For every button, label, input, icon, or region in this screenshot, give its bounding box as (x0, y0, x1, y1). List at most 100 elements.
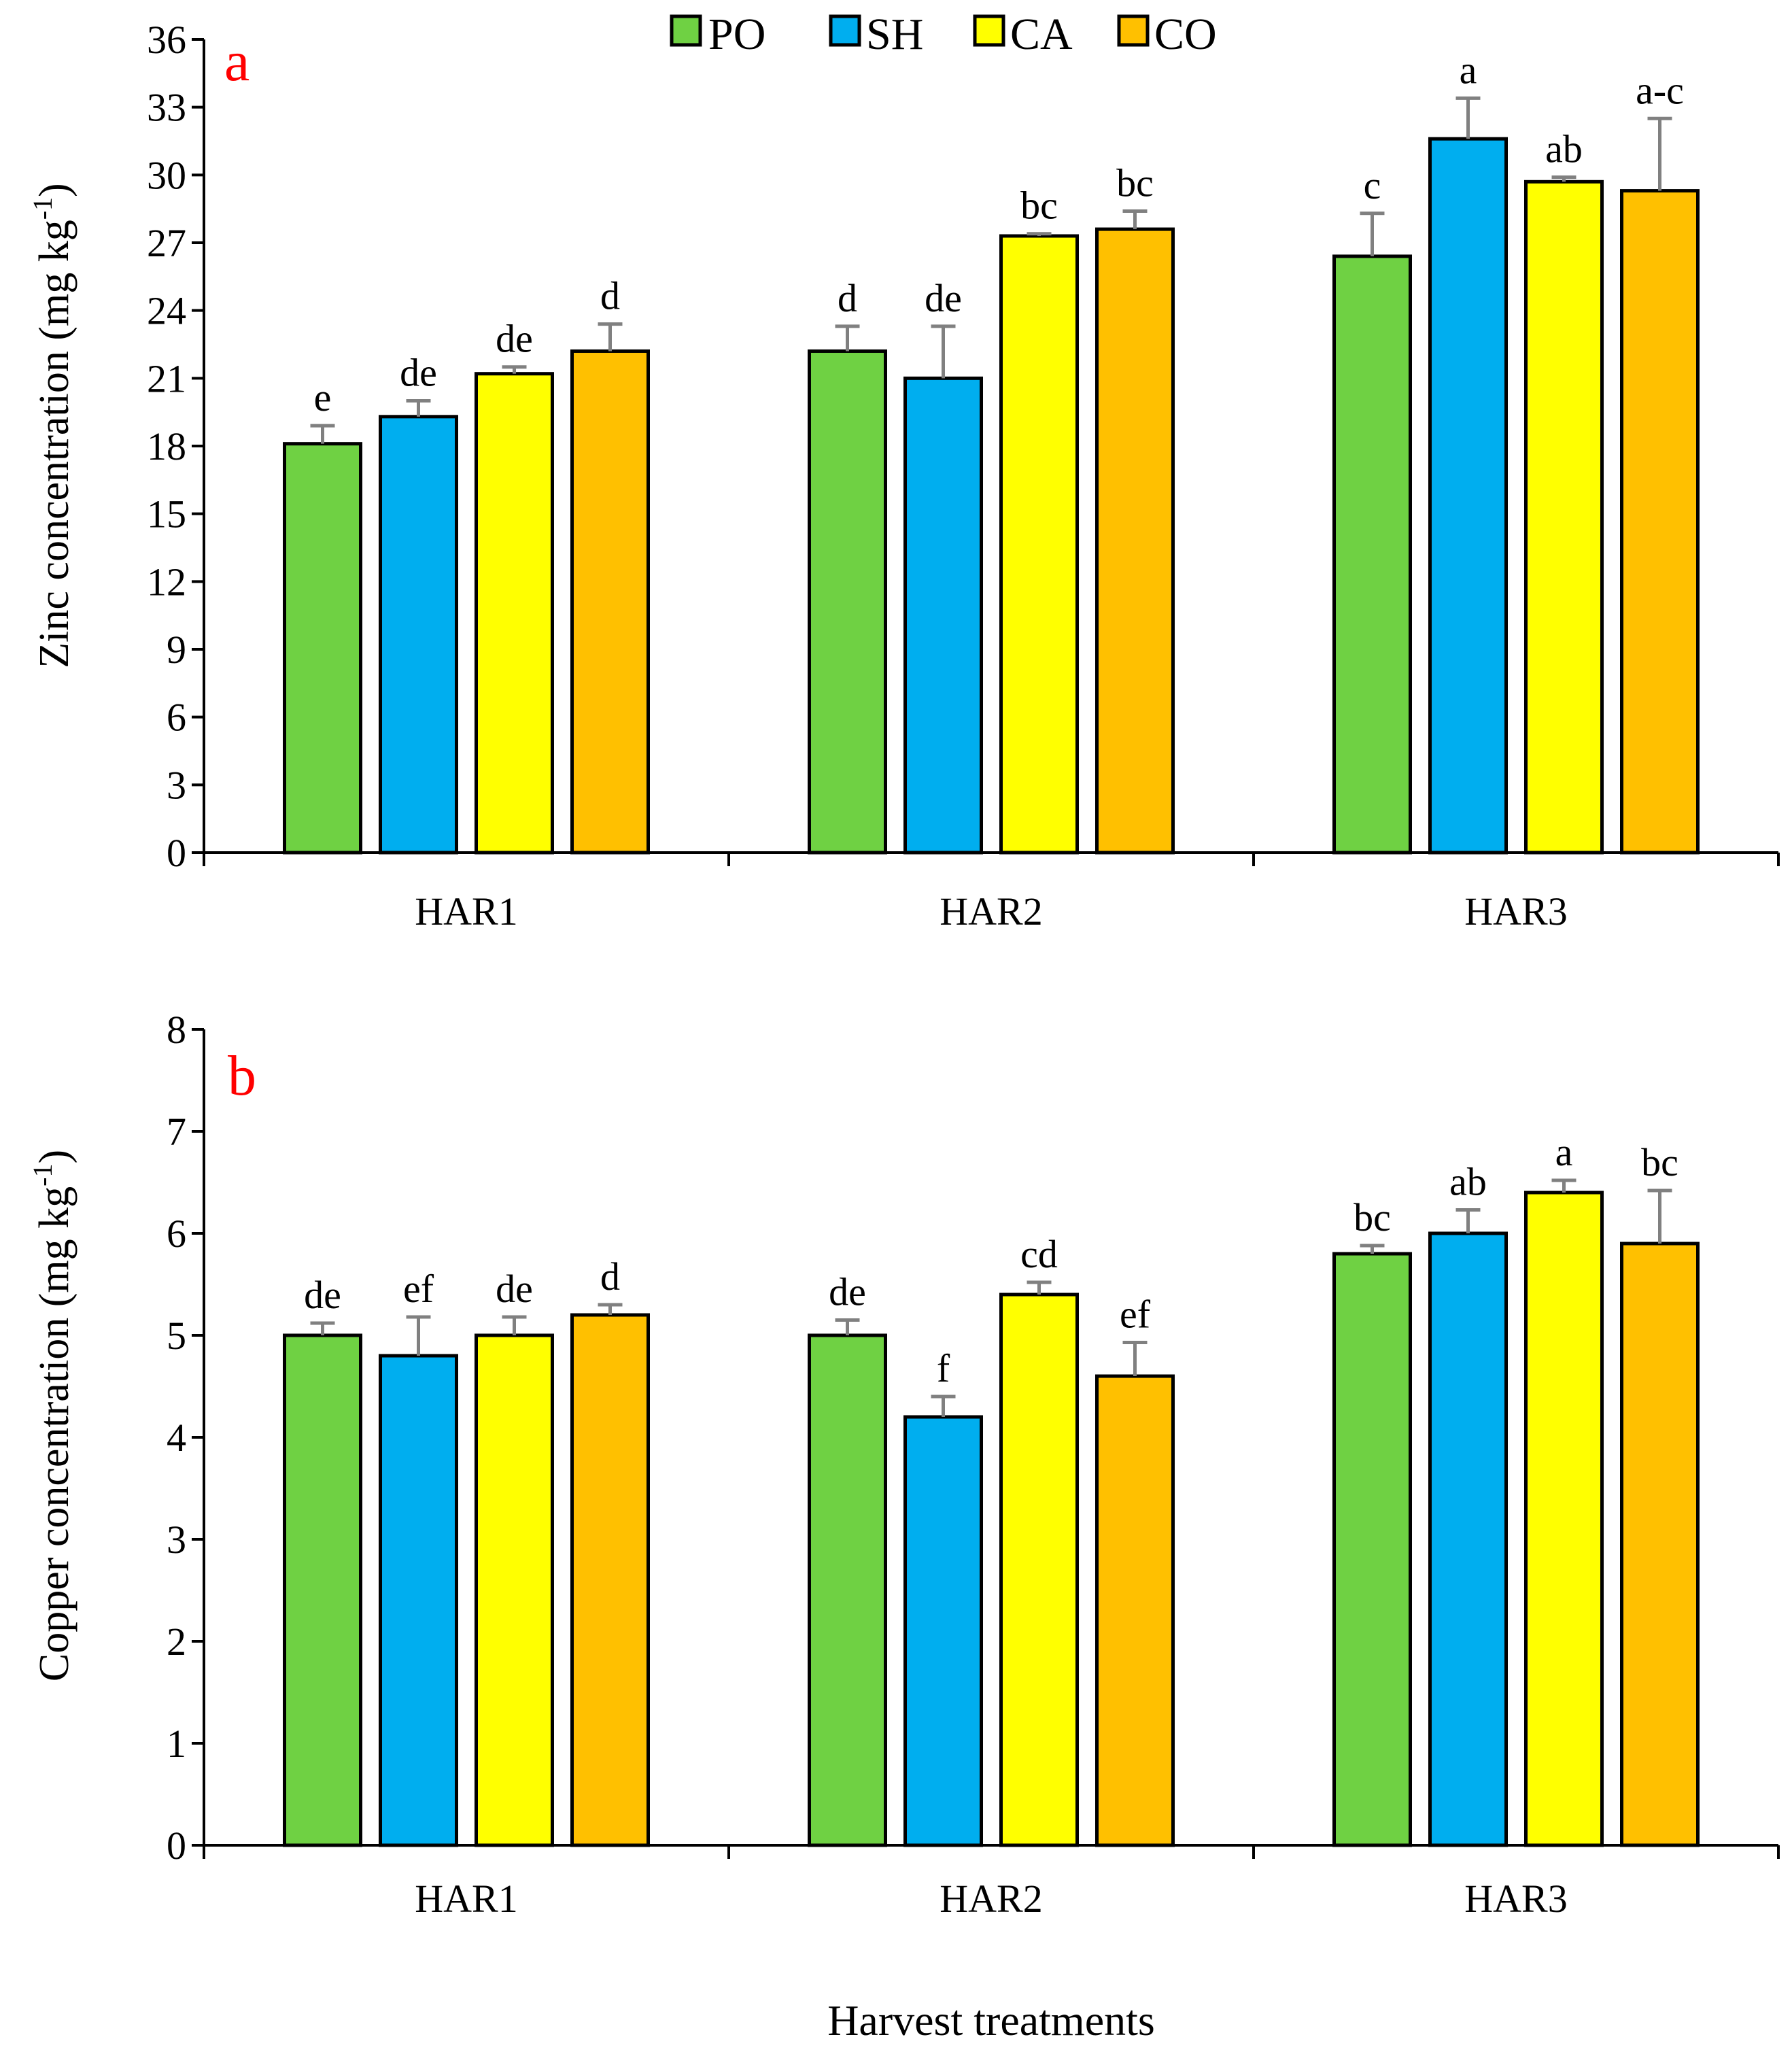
y-tick-label: 7 (167, 1110, 186, 1154)
y-tick-label: 5 (167, 1314, 186, 1358)
bar-po (1332, 1252, 1412, 1847)
y-tick-label: 1 (167, 1722, 186, 1766)
y-axis-title-zinc-close: ) (31, 183, 77, 197)
significance-label: de (925, 276, 962, 320)
significance-label: de (829, 1270, 866, 1314)
bar-co (1095, 1374, 1175, 1847)
panel-letter-a: a (224, 30, 249, 93)
bar-sh (1428, 137, 1508, 855)
bar-co (570, 349, 650, 855)
y-tick-label: 36 (147, 18, 186, 62)
y-tick-label: 0 (167, 831, 186, 875)
y-tick-label: 3 (167, 1518, 186, 1562)
x-category-label: HAR2 (940, 1877, 1042, 1921)
legend-label-co: CO (1154, 10, 1217, 59)
bar-co (570, 1313, 650, 1847)
legend-swatch-ca (973, 14, 1005, 47)
bar-co (1620, 1242, 1700, 1847)
significance-label: e (314, 375, 332, 420)
bar-sh (903, 1415, 983, 1847)
y-axis-title-copper: Copper concentration (mg kg-1) (27, 1150, 77, 1681)
y-tick-label: 33 (147, 86, 186, 130)
y-tick-label: 15 (147, 492, 186, 536)
legend-label-sh: SH (866, 10, 923, 59)
bar-po (808, 349, 887, 855)
significance-label: de (304, 1273, 341, 1317)
significance-label: ef (403, 1267, 434, 1311)
significance-label: f (937, 1346, 950, 1390)
y-tick-label: 9 (167, 628, 186, 672)
significance-label: d (600, 1254, 620, 1299)
y-tick-label: 18 (147, 424, 186, 468)
significance-label: ab (1545, 127, 1583, 171)
x-category-label: HAR3 (1464, 1877, 1567, 1921)
y-tick-label: 0 (167, 1824, 186, 1868)
bar-po (808, 1333, 887, 1847)
significance-label: ef (1120, 1293, 1151, 1337)
bar-ca (475, 372, 554, 855)
bar-ca (999, 234, 1079, 855)
significance-label: a (1460, 48, 1477, 92)
legend-swatch-co (1117, 14, 1150, 47)
bar-sh (1428, 1231, 1508, 1847)
significance-label: bc (1354, 1195, 1391, 1239)
significance-label: bc (1116, 160, 1154, 205)
y-tick-label: 24 (147, 289, 186, 333)
y-axis-title-copper-sup: -1 (27, 1164, 58, 1186)
bar-po (283, 442, 362, 855)
significance-label: de (496, 317, 533, 361)
y-tick-label: 8 (167, 1008, 186, 1052)
y-tick-label: 21 (147, 356, 186, 400)
significance-label: bc (1641, 1140, 1678, 1184)
x-category-label: HAR1 (415, 889, 517, 934)
y-tick-label: 12 (147, 560, 186, 604)
x-category-label: HAR3 (1464, 889, 1567, 934)
bar-po (1332, 254, 1412, 855)
significance-label: de (400, 351, 437, 395)
significance-label: bc (1020, 184, 1058, 228)
bar-sh (903, 376, 983, 855)
x-category-label: HAR1 (415, 1877, 517, 1921)
bar-sh (379, 1354, 458, 1847)
significance-label: c (1364, 163, 1381, 207)
y-axis-title-zinc: Zinc concentration (mg kg-1) (27, 183, 77, 668)
legend-swatch-po (670, 14, 702, 47)
y-tick-label: 6 (167, 1212, 186, 1256)
x-axis-title: Harvest treatments (827, 1996, 1155, 2044)
y-tick-label: 27 (147, 221, 186, 265)
y-axis-title-copper-main: Copper concentration (mg kg (31, 1186, 77, 1681)
y-axis-title-zinc-sup: -1 (27, 197, 58, 220)
bar-po (283, 1333, 362, 1847)
significance-label: cd (1020, 1232, 1058, 1276)
panel-letter-b: b (228, 1044, 256, 1108)
significance-label: a-c (1636, 68, 1684, 112)
bar-ca (475, 1333, 554, 1847)
bar-ca (1524, 179, 1604, 855)
significance-label: a (1555, 1130, 1573, 1174)
bar-ca (999, 1293, 1079, 1847)
panel-copper: 0 1 2 3 4 5 6 7 8 HAR1 HAR2 HAR3 de de bc ef f ab de cd a d ef… (167, 1008, 1780, 1921)
bar-co (1095, 227, 1175, 855)
y-axis-title-copper-close: ) (31, 1150, 77, 1164)
y-tick-label: 30 (147, 153, 186, 197)
y-tick-label: 2 (167, 1620, 186, 1664)
legend-label-ca: CA (1010, 10, 1073, 59)
y-tick-label: 4 (167, 1416, 186, 1460)
bar-co (1620, 189, 1700, 855)
y-tick-label: 3 (167, 763, 186, 807)
x-category-label: HAR2 (940, 889, 1042, 934)
bar-ca (1524, 1191, 1604, 1847)
significance-label: d (838, 276, 857, 320)
legend: PO SH CA CO (670, 10, 1217, 59)
significance-label: ab (1449, 1160, 1487, 1204)
legend-swatch-sh (829, 14, 861, 47)
legend-label-po: PO (708, 10, 765, 59)
bar-sh (379, 415, 458, 855)
y-axis-title-zinc-main: Zinc concentration (mg kg (31, 220, 77, 668)
significance-label: d (600, 274, 620, 318)
significance-label: de (496, 1267, 533, 1311)
y-tick-label: 6 (167, 696, 186, 740)
